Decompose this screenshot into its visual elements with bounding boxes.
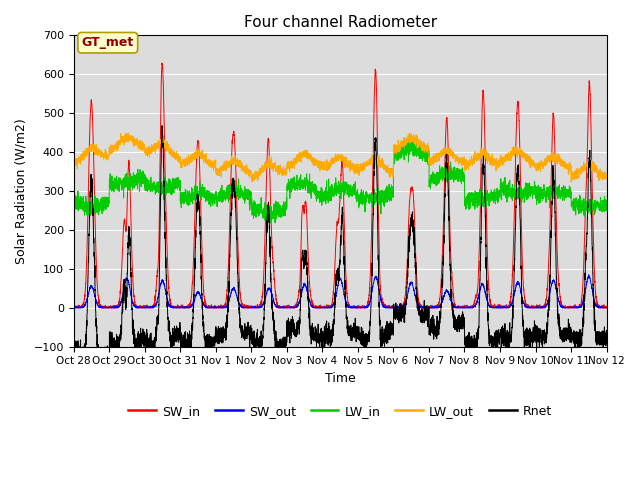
- LW_out: [320, 164, 328, 169]
- LW_out: [430, 156, 438, 161]
- LW_out: [568, 179, 575, 185]
- Line: SW_in: SW_in: [74, 63, 607, 308]
- SW_out: [430, 305, 438, 311]
- SW_in: [490, 304, 498, 310]
- SW_out: [603, 305, 611, 311]
- Rnet: [158, 123, 166, 129]
- SW_in: [603, 305, 611, 311]
- SW_in: [460, 305, 467, 311]
- SW_in: [166, 294, 173, 300]
- Rnet: [490, 339, 498, 345]
- Y-axis label: Solar Radiation (W/m2): Solar Radiation (W/m2): [15, 118, 28, 264]
- SW_in: [321, 303, 328, 309]
- Line: SW_out: SW_out: [74, 275, 607, 308]
- LW_in: [603, 199, 611, 205]
- LW_in: [70, 195, 77, 201]
- Text: GT_met: GT_met: [82, 36, 134, 49]
- SW_out: [166, 302, 173, 308]
- Legend: SW_in, SW_out, LW_in, LW_out, Rnet: SW_in, SW_out, LW_in, LW_out, Rnet: [124, 400, 557, 423]
- Rnet: [70, 343, 77, 349]
- LW_in: [490, 194, 498, 200]
- LW_out: [460, 158, 467, 164]
- Rnet: [430, 324, 438, 330]
- SW_in: [70, 305, 77, 311]
- LW_out: [490, 156, 497, 162]
- SW_out: [585, 272, 593, 277]
- LW_out: [125, 130, 132, 136]
- Title: Four channel Radiometer: Four channel Radiometer: [244, 15, 436, 30]
- LW_in: [266, 220, 274, 226]
- X-axis label: Time: Time: [324, 372, 355, 385]
- SW_in: [70, 304, 77, 310]
- LW_out: [602, 174, 610, 180]
- LW_in: [320, 194, 328, 200]
- LW_in: [602, 207, 610, 213]
- Line: LW_in: LW_in: [74, 137, 607, 223]
- SW_out: [70, 305, 77, 311]
- Rnet: [97, 366, 105, 372]
- SW_in: [430, 304, 438, 310]
- LW_out: [166, 149, 173, 155]
- SW_out: [460, 305, 467, 311]
- LW_in: [430, 177, 438, 183]
- LW_in: [408, 134, 415, 140]
- LW_out: [603, 172, 611, 178]
- SW_out: [320, 305, 328, 311]
- Line: LW_out: LW_out: [74, 133, 607, 182]
- Rnet: [602, 340, 610, 346]
- Rnet: [321, 335, 328, 340]
- Rnet: [460, 324, 467, 330]
- SW_out: [490, 305, 497, 311]
- LW_in: [460, 179, 467, 184]
- LW_in: [166, 182, 173, 188]
- SW_in: [159, 60, 166, 66]
- Line: Rnet: Rnet: [74, 126, 607, 369]
- LW_out: [70, 157, 77, 163]
- Rnet: [603, 331, 611, 336]
- SW_out: [602, 305, 610, 311]
- SW_in: [602, 304, 610, 310]
- Rnet: [166, 329, 173, 335]
